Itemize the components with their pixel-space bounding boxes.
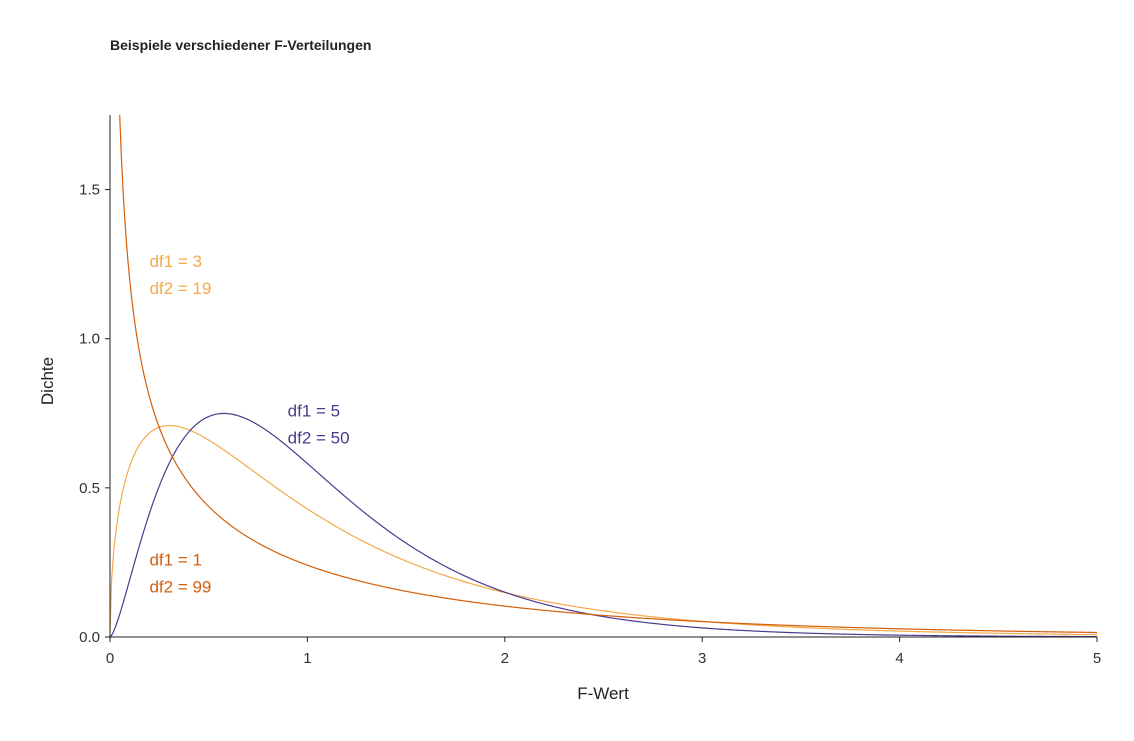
x-axis-label: F-Wert [577, 684, 629, 703]
x-tick-label: 0 [106, 650, 114, 667]
y-axis-ticks: 0.0 0.5 1.0 1.5 [79, 182, 110, 646]
y-tick-label: 0.0 [79, 629, 100, 646]
series-line-3 [119, 115, 1097, 634]
series-label-3-line-2: df2 = 99 [149, 577, 211, 596]
x-tick-label: 4 [895, 650, 903, 667]
x-tick-label: 5 [1093, 650, 1101, 667]
y-tick-label: 0.5 [79, 480, 100, 497]
y-axis-label: Dichte [38, 357, 57, 405]
chart-title: Beispiele verschiedener F-Verteilungen [110, 37, 371, 53]
series-line-2 [110, 412, 1097, 637]
series-curves [110, 115, 1097, 637]
series-label-2-line-2: df2 = 50 [288, 428, 350, 447]
y-tick-label: 1.5 [79, 182, 100, 199]
series-label-2-line-1: df1 = 5 [288, 401, 340, 420]
series-line-1 [110, 424, 1097, 636]
x-axis-ticks: 0 1 2 3 4 5 [106, 637, 1101, 667]
series-label-3-line-1: df1 = 1 [149, 550, 201, 569]
series-label-1-line-2: df2 = 19 [149, 279, 211, 298]
x-tick-label: 3 [698, 650, 706, 667]
x-tick-label: 1 [303, 650, 311, 667]
x-tick-label: 2 [501, 650, 509, 667]
y-tick-label: 1.0 [79, 331, 100, 348]
series-labels: df1 = 3 df2 = 19 df1 = 5 df2 = 50 df1 = 1 df2… [149, 252, 349, 596]
series-label-1-line-1: df1 = 3 [149, 252, 201, 271]
